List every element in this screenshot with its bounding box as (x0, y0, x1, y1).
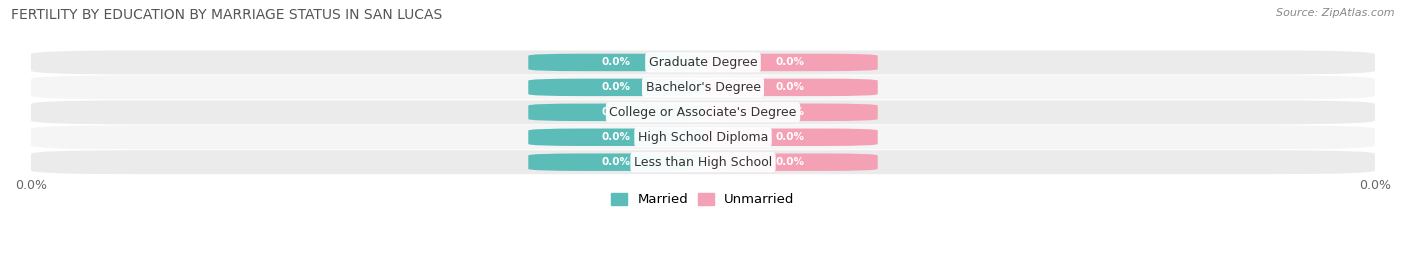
Legend: Married, Unmarried: Married, Unmarried (606, 188, 800, 212)
FancyBboxPatch shape (31, 51, 1375, 75)
Text: 0.0%: 0.0% (776, 58, 804, 68)
FancyBboxPatch shape (31, 125, 1375, 149)
Text: 0.0%: 0.0% (602, 107, 630, 117)
Text: 0.0%: 0.0% (602, 157, 630, 167)
FancyBboxPatch shape (31, 100, 1375, 124)
Text: 0.0%: 0.0% (776, 157, 804, 167)
Text: 0.0%: 0.0% (776, 107, 804, 117)
FancyBboxPatch shape (31, 75, 1375, 99)
Text: Source: ZipAtlas.com: Source: ZipAtlas.com (1277, 8, 1395, 18)
FancyBboxPatch shape (529, 129, 703, 146)
Text: Less than High School: Less than High School (634, 156, 772, 169)
Text: High School Diploma: High School Diploma (638, 131, 768, 144)
FancyBboxPatch shape (529, 54, 703, 71)
Text: 0.0%: 0.0% (776, 82, 804, 92)
FancyBboxPatch shape (529, 104, 703, 121)
FancyBboxPatch shape (31, 150, 1375, 174)
FancyBboxPatch shape (703, 54, 877, 71)
FancyBboxPatch shape (703, 153, 877, 171)
FancyBboxPatch shape (529, 153, 703, 171)
Text: 0.0%: 0.0% (602, 132, 630, 142)
FancyBboxPatch shape (703, 79, 877, 96)
FancyBboxPatch shape (703, 129, 877, 146)
Text: 0.0%: 0.0% (776, 132, 804, 142)
Text: Graduate Degree: Graduate Degree (648, 56, 758, 69)
Text: 0.0%: 0.0% (602, 58, 630, 68)
Text: Bachelor's Degree: Bachelor's Degree (645, 81, 761, 94)
Text: 0.0%: 0.0% (602, 82, 630, 92)
Text: FERTILITY BY EDUCATION BY MARRIAGE STATUS IN SAN LUCAS: FERTILITY BY EDUCATION BY MARRIAGE STATU… (11, 8, 443, 22)
Text: College or Associate's Degree: College or Associate's Degree (609, 106, 797, 119)
FancyBboxPatch shape (703, 104, 877, 121)
FancyBboxPatch shape (529, 79, 703, 96)
